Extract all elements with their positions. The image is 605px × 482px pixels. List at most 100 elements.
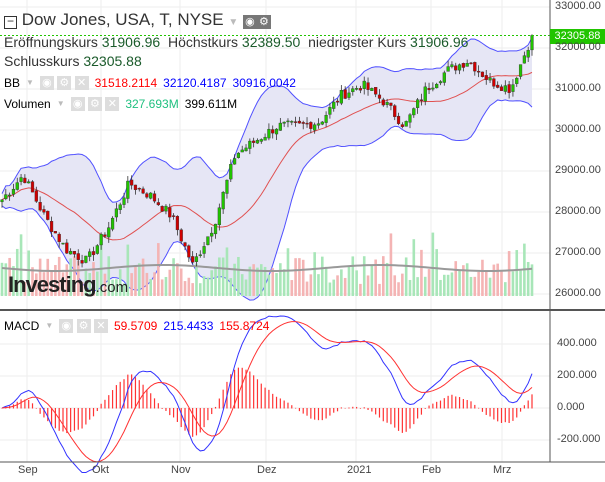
volume-label[interactable]: Volumen <box>4 96 51 111</box>
chevron-down-icon[interactable]: ▼ <box>56 99 65 108</box>
close-icon[interactable]: ✕ <box>105 97 120 111</box>
candle <box>244 147 248 152</box>
ohlc-row: Eröffnungskurs 31906.96 Höchstkurs 32389… <box>4 34 468 50</box>
macd-histogram-bar <box>405 408 407 432</box>
candle <box>503 85 507 92</box>
close-icon[interactable]: ✕ <box>74 76 89 90</box>
gear-icon[interactable]: ⚙ <box>256 15 271 29</box>
macd-histogram-bar <box>348 407 350 409</box>
macd-histogram-bar <box>306 408 308 416</box>
volume-bar <box>408 279 412 296</box>
macd-histogram-bar <box>516 408 518 418</box>
price-axis-label: 33000.00 <box>555 0 601 12</box>
macd-histogram-bar <box>134 377 137 409</box>
macd-histogram-bar <box>131 374 133 409</box>
macd-histogram-bar <box>142 384 144 409</box>
macd-histogram-bar <box>493 408 495 420</box>
candle <box>274 128 279 135</box>
eye-icon[interactable]: ◉ <box>39 76 54 90</box>
macd-histogram-bar <box>188 408 190 435</box>
volume-bar <box>427 269 431 296</box>
candle <box>374 87 378 95</box>
candle <box>95 245 99 254</box>
macd-histogram-bar <box>302 408 304 414</box>
macd-histogram-bar <box>317 408 320 421</box>
eye-icon[interactable]: ◉ <box>59 319 74 333</box>
candle <box>427 88 431 91</box>
volume-bar <box>115 279 118 296</box>
chevron-down-icon[interactable]: ▼ <box>45 321 54 330</box>
symbol-title[interactable]: Dow Jones, USA, T, NYSE <box>21 10 224 29</box>
volume-bar <box>172 258 175 296</box>
candle <box>286 120 290 123</box>
eye-icon[interactable]: ◉ <box>70 97 85 111</box>
gear-icon[interactable]: ⚙ <box>87 97 102 111</box>
macd-histogram-bar <box>371 408 373 412</box>
candle <box>11 188 16 195</box>
candle <box>133 184 138 190</box>
volume-bar <box>275 273 278 296</box>
candle <box>435 83 439 89</box>
macd-histogram-bar <box>390 408 392 425</box>
gear-icon[interactable]: ⚙ <box>76 319 91 333</box>
low-value: 31906.96 <box>410 34 469 50</box>
volume-bar <box>198 283 202 296</box>
time-axis-label: Sep <box>18 464 38 476</box>
volume-bar <box>279 263 282 296</box>
candle <box>152 193 157 202</box>
bb-upper-value: 32120.4187 <box>163 75 227 90</box>
macd-histogram-bar <box>474 404 476 409</box>
chevron-down-icon[interactable]: ▼ <box>228 17 239 28</box>
close-value: 32305.88 <box>83 53 142 69</box>
volume-bar <box>38 258 42 296</box>
macd-histogram-bar <box>233 369 236 409</box>
macd-histogram-bar <box>424 408 426 409</box>
bb-label[interactable]: BB <box>4 75 21 90</box>
volume-bar <box>141 258 145 296</box>
candle <box>160 206 164 212</box>
candle <box>282 121 286 124</box>
candle <box>469 62 473 65</box>
candle <box>80 260 84 264</box>
candle <box>187 245 191 258</box>
eye-icon[interactable]: ◉ <box>242 15 257 29</box>
macd-histogram-bar <box>218 398 220 409</box>
candle <box>492 78 496 87</box>
volume-bar <box>301 259 305 296</box>
candle <box>171 215 176 217</box>
candle <box>198 254 202 256</box>
close-icon[interactable]: ✕ <box>93 319 108 333</box>
macd-histogram-bar <box>432 403 434 409</box>
volume-bar <box>294 258 297 296</box>
collapse-icon[interactable]: − <box>4 15 17 29</box>
candle <box>309 122 313 129</box>
macd-histogram-bar <box>211 408 213 415</box>
macd-histogram-bar <box>150 393 152 409</box>
gear-icon[interactable]: ⚙ <box>57 76 72 90</box>
candle <box>206 236 210 246</box>
macd-histogram-bar <box>260 383 262 409</box>
bb-lower-value: 30916.0042 <box>232 75 296 90</box>
candle <box>145 193 149 198</box>
candle <box>393 105 397 117</box>
candle <box>488 77 492 81</box>
macd-histogram-bar <box>81 408 83 429</box>
candle <box>179 229 183 242</box>
macd-axis-label: 0.000 <box>557 401 585 413</box>
candle <box>252 140 256 143</box>
macd-histogram-bar <box>89 408 91 420</box>
macd-histogram-bar <box>489 408 491 417</box>
candle <box>69 250 73 255</box>
candle <box>202 246 206 254</box>
candle <box>110 217 115 230</box>
macd-histogram-bar <box>375 408 377 415</box>
chevron-down-icon[interactable]: ▼ <box>26 78 34 87</box>
volume-bar <box>50 270 53 296</box>
macd-label[interactable]: MACD <box>4 318 40 333</box>
volume-bar <box>157 243 160 296</box>
macd-histogram-bar <box>409 408 411 429</box>
macd-histogram-bar <box>50 408 53 426</box>
volume-bar <box>347 265 351 296</box>
macd-histogram-bar <box>485 408 487 415</box>
